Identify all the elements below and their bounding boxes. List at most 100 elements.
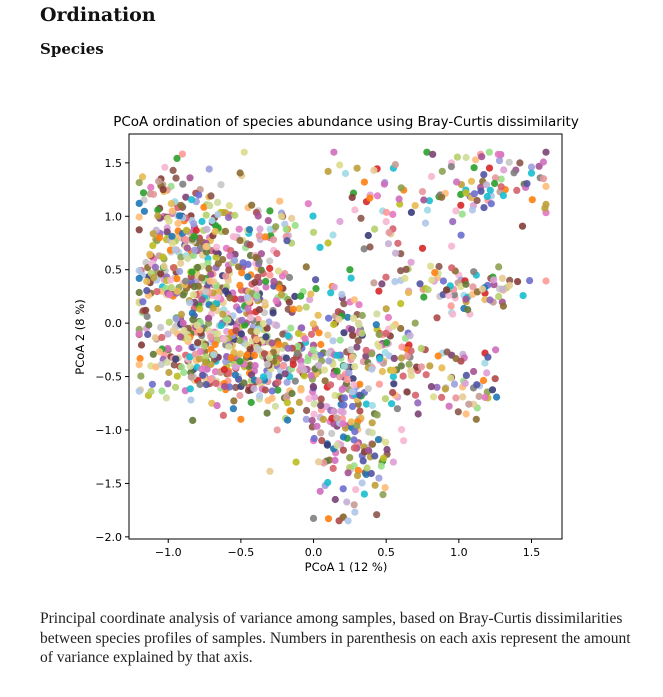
scatter-point — [462, 371, 470, 379]
scatter-point — [424, 286, 432, 294]
scatter-point — [371, 225, 379, 233]
scatter-point — [331, 495, 339, 504]
scatter-point — [264, 217, 272, 225]
scatter-point — [389, 322, 397, 331]
scatter-point — [266, 271, 274, 279]
scatter-point — [143, 287, 151, 295]
scatter-point — [252, 336, 260, 344]
scatter-point — [170, 361, 178, 369]
scatter-point — [277, 291, 285, 299]
scatter-point — [411, 391, 420, 399]
scatter-point — [164, 380, 172, 388]
scatter-point — [344, 469, 352, 477]
scatter-point — [443, 348, 451, 356]
scatter-point — [257, 266, 265, 274]
scatter-point — [439, 277, 447, 285]
x-tick-label: 0.0 — [305, 546, 323, 559]
scatter-point — [213, 402, 221, 410]
scatter-point — [389, 458, 397, 466]
scatter-point — [284, 416, 292, 424]
scatter-point — [219, 310, 227, 318]
scatter-point — [171, 246, 179, 254]
scatter-point — [212, 253, 220, 261]
scatter-point — [364, 231, 372, 240]
scatter-point — [266, 225, 274, 233]
scatter-point — [435, 262, 443, 271]
scatter-point — [368, 419, 376, 427]
scatter-point — [205, 265, 213, 273]
scatter-point — [483, 369, 491, 377]
scatter-point — [368, 401, 376, 410]
scatter-point — [406, 332, 414, 340]
scatter-point — [137, 341, 146, 349]
scatter-point — [484, 353, 492, 361]
plot-frame — [128, 133, 563, 540]
scatter-point — [238, 316, 246, 324]
scatter-point — [186, 353, 194, 361]
scatter-point — [143, 312, 151, 321]
scatter-point — [255, 306, 263, 314]
scatter-point — [329, 337, 337, 345]
scatter-point — [274, 386, 282, 394]
scatter-point — [307, 290, 315, 298]
scatter-point — [452, 207, 460, 215]
scatter-point — [238, 269, 246, 277]
scatter-point — [519, 292, 527, 300]
scatter-point — [324, 239, 332, 247]
scatter-point — [261, 386, 269, 394]
scatter-point — [397, 324, 405, 333]
scatter-point — [302, 263, 310, 271]
y-tick-label: 0.5 — [105, 264, 123, 277]
scatter-point — [340, 362, 348, 370]
scatter-point — [473, 381, 481, 389]
scatter-point — [190, 232, 198, 240]
scatter-point — [445, 291, 453, 299]
scatter-point — [314, 311, 322, 319]
scatter-point — [190, 251, 198, 260]
scatter-point — [421, 219, 430, 227]
scatter-point — [139, 298, 147, 306]
scatter-point — [212, 299, 220, 307]
scatter-point — [356, 380, 364, 388]
scatter-point — [254, 345, 262, 354]
scatter-point — [339, 485, 347, 493]
scatter-point — [191, 350, 199, 358]
scatter-point — [177, 201, 185, 209]
scatter-point — [167, 200, 175, 208]
scatter-point — [358, 311, 366, 320]
scatter-point — [481, 359, 489, 367]
scatter-point — [465, 400, 473, 408]
scatter-point — [389, 373, 397, 381]
scatter-point — [348, 353, 357, 361]
scatter-point — [477, 187, 485, 195]
scatter-point — [255, 232, 263, 240]
scatter-point — [174, 219, 182, 228]
scatter-point — [176, 333, 184, 341]
scatter-point — [320, 366, 329, 374]
scatter-point — [307, 330, 316, 338]
chart-title: PCoA ordination of species abundance usi… — [113, 114, 579, 130]
pcoa-scatter-chart: PCoA ordination of species abundance usi… — [73, 114, 579, 574]
scatter-point — [152, 363, 160, 371]
scatter-point — [186, 362, 194, 370]
scatter-point — [370, 279, 378, 287]
scatter-point — [330, 320, 338, 329]
scatter-point — [351, 363, 359, 371]
scatter-point — [486, 296, 494, 304]
scatter-point — [383, 339, 391, 347]
scatter-point — [236, 281, 244, 289]
scatter-point — [236, 391, 244, 400]
scatter-point — [438, 364, 446, 372]
scatter-point — [480, 171, 488, 179]
scatter-point — [351, 428, 359, 436]
scatter-point — [240, 148, 248, 156]
scatter-point — [168, 232, 176, 240]
scatter-point — [259, 320, 267, 328]
scatter-point — [308, 416, 316, 425]
scatter-point — [389, 388, 397, 397]
scatter-point — [207, 375, 215, 383]
scatter-point — [417, 363, 425, 371]
scatter-point — [169, 166, 177, 174]
scatter-point — [178, 150, 186, 158]
figure-caption: Principal coordinate analysis of varianc… — [40, 610, 631, 666]
